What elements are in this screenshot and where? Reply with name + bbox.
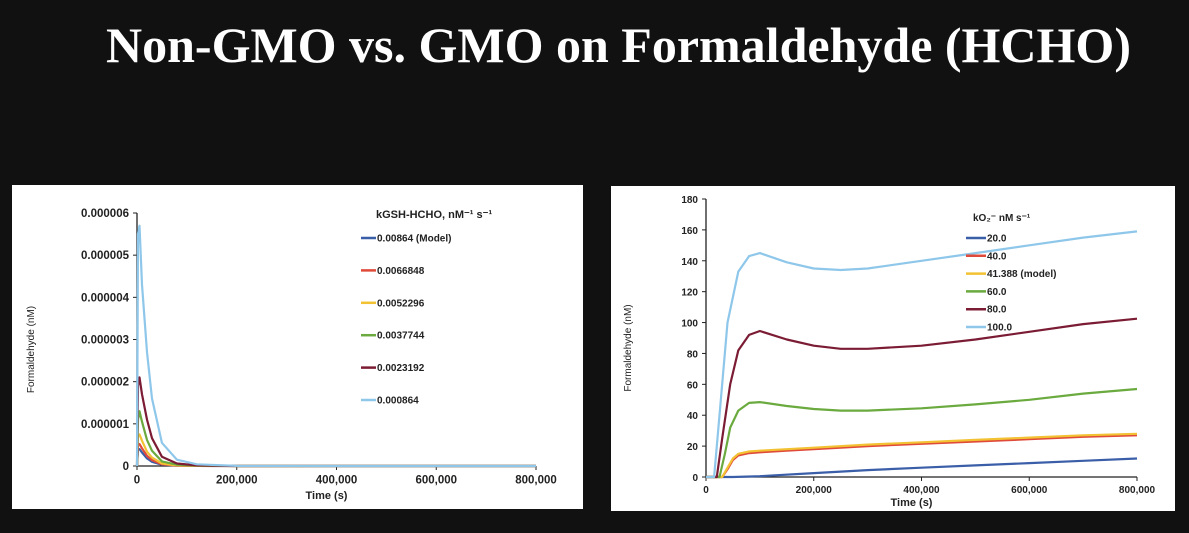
x-tick-label: 200,000 xyxy=(216,475,258,487)
chart-ko2: 0 20 40 60 80 100 120 140 160 180 0 200,000 400,000 6… xyxy=(623,195,1156,509)
y-tick-label: 0.000003 xyxy=(81,335,129,347)
legend-label-5: 100.0 xyxy=(987,323,1012,334)
y-tick-label: 180 xyxy=(681,195,698,206)
legend-label-4: 0.0023192 xyxy=(377,363,425,374)
x-tick-label: 200,000 xyxy=(796,485,833,496)
series-line-3 xyxy=(706,387,1138,479)
y-tick-label: 100 xyxy=(681,319,698,330)
chart-panel-kgsh: 0 0.000001 0.000002 0.000003 0.000004 0.00000… xyxy=(12,185,583,509)
y-tick-label: 0 xyxy=(692,473,698,484)
x-tick-label: 400,000 xyxy=(316,475,358,487)
x-tick-label: 0 xyxy=(703,485,709,496)
legend-label-5: 0.000864 xyxy=(377,396,419,407)
series-line-5 xyxy=(706,230,1138,479)
y-tick-label: 0.000004 xyxy=(81,292,130,304)
y-axis-label: Formaldehyde (nM) xyxy=(623,304,634,391)
y-tick-label: 0.000001 xyxy=(81,419,130,431)
y-tick-label: 0.000005 xyxy=(81,250,130,262)
legend-label-2: 41.388 (model) xyxy=(987,269,1056,280)
y-tick-label: 80 xyxy=(687,349,699,360)
legend-label-2: 0.0052296 xyxy=(377,298,425,309)
legend-label-0: 20.0 xyxy=(987,234,1007,245)
legend-title: kO₂⁻ nM s⁻¹ xyxy=(973,213,1031,224)
series-line-0 xyxy=(706,457,1138,479)
legend-label-1: 0.0066848 xyxy=(377,266,425,277)
x-axis-label: Time (s) xyxy=(306,490,348,502)
y-tick-label: 0 xyxy=(123,461,129,473)
series-line-1 xyxy=(135,443,536,468)
x-tick-label: 0 xyxy=(134,475,140,487)
y-tick-label: 0.000002 xyxy=(81,377,129,389)
y-tick-label: 20 xyxy=(687,442,699,453)
y-tick-label: 160 xyxy=(681,226,698,237)
x-tick-label: 800,000 xyxy=(515,475,557,487)
x-tick-label: 800,000 xyxy=(1119,485,1156,496)
y-tick-label: 140 xyxy=(681,257,698,268)
x-tick-label: 400,000 xyxy=(903,485,940,496)
y-tick-label: 40 xyxy=(687,411,699,422)
series-line-4 xyxy=(706,317,1138,479)
legend-label-1: 40.0 xyxy=(987,251,1007,262)
legend-label-0: 0.00864 (Model) xyxy=(377,234,451,245)
x-axis-label: Time (s) xyxy=(891,497,933,509)
series-line-3 xyxy=(135,410,536,468)
y-tick-label: 120 xyxy=(681,288,698,299)
series-line-2 xyxy=(135,433,536,468)
x-tick-label: 600,000 xyxy=(415,475,457,487)
legend-title: kGSH-HCHO, nM⁻¹ s⁻¹ xyxy=(376,209,492,221)
series-line-5 xyxy=(135,224,536,468)
chart-panel-ko2: 0 20 40 60 80 100 120 140 160 180 0 200,000 400,000 6… xyxy=(611,186,1175,511)
legend-label-3: 0.0037744 xyxy=(377,331,425,342)
legend-label-3: 60.0 xyxy=(987,287,1007,298)
y-tick-label: 0.000006 xyxy=(81,208,129,220)
series-line-4 xyxy=(135,376,536,468)
y-tick-label: 60 xyxy=(687,380,699,391)
slide-title: Non-GMO vs. GMO on Formaldehyde (HCHO) xyxy=(106,17,1131,73)
series-line-2 xyxy=(706,432,1138,479)
chart-kgsh-hcho: 0 0.000001 0.000002 0.000003 0.000004 0.00000… xyxy=(26,208,557,502)
legend-label-4: 80.0 xyxy=(987,305,1007,316)
x-tick-label: 600,000 xyxy=(1011,485,1048,496)
y-axis-label: Formaldehyde (nM) xyxy=(26,306,37,393)
